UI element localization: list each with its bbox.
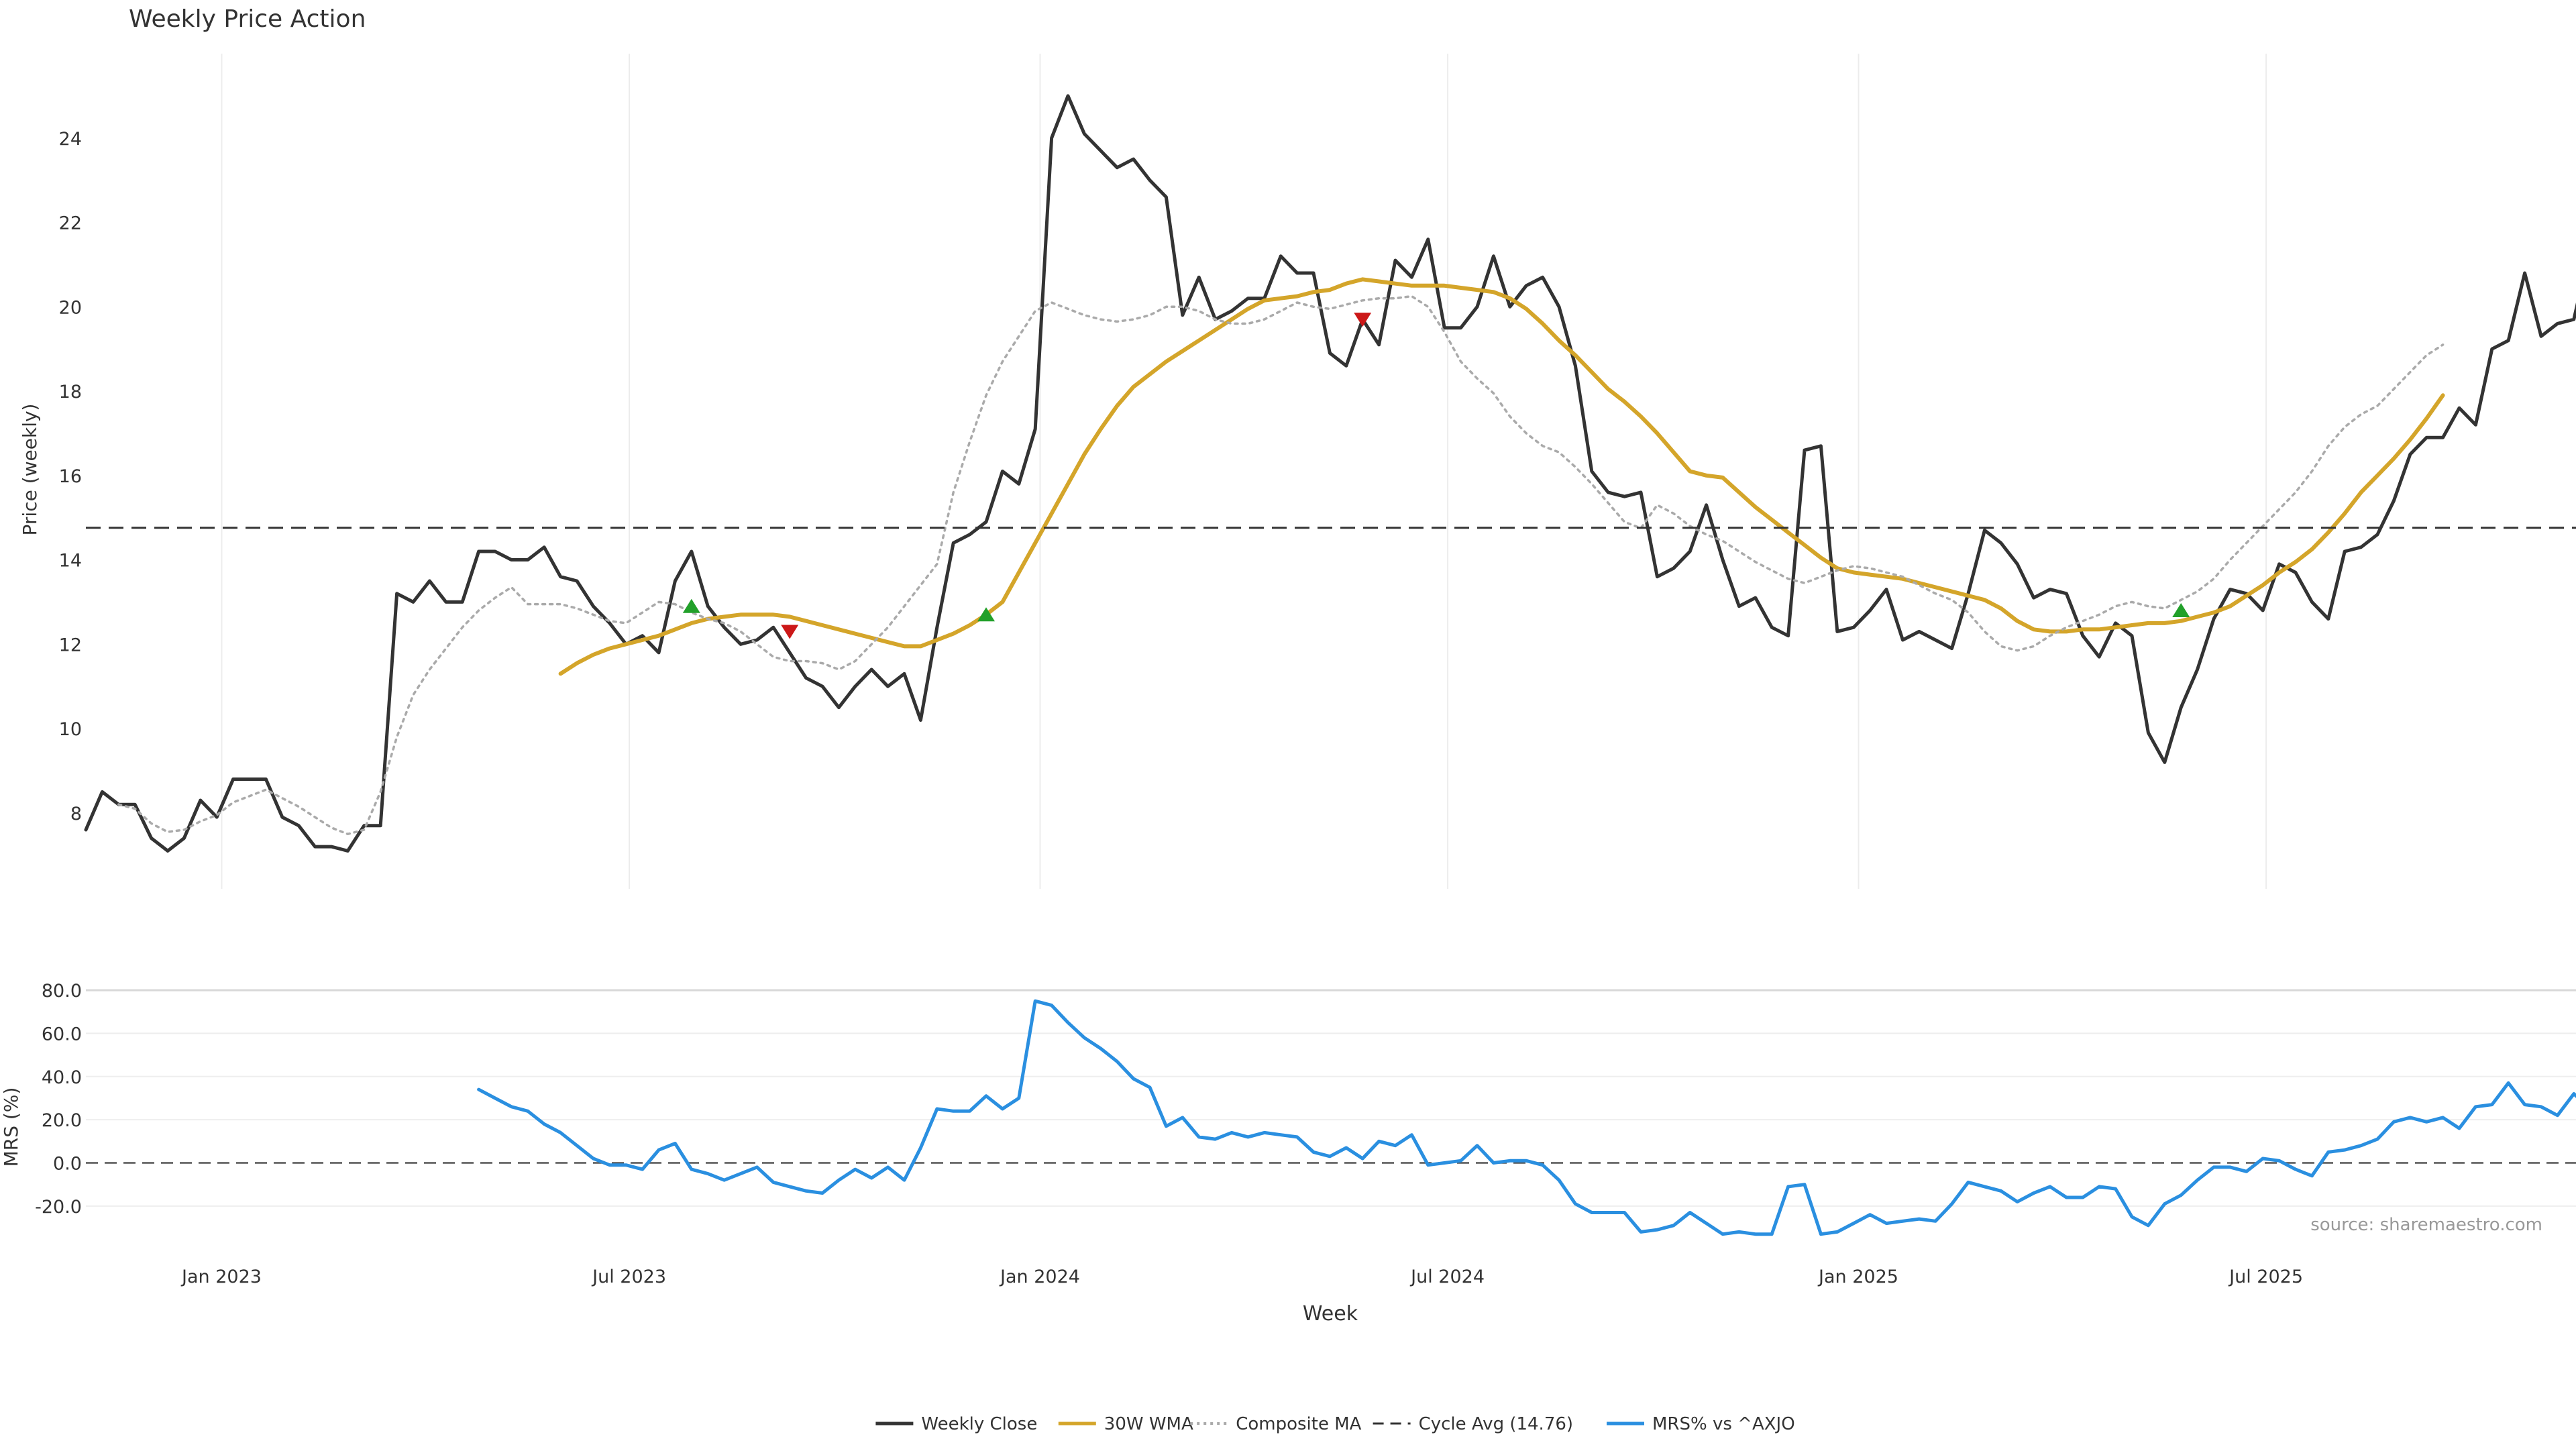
- legend-item-2: Composite MA: [1190, 1414, 1362, 1434]
- mrs-ytick-3: 20.0: [42, 1110, 82, 1131]
- legend-item-3: Cycle Avg (14.76): [1373, 1414, 1573, 1434]
- mrs-ytick-1: 60.0: [42, 1024, 82, 1044]
- buy-signal-2: [2172, 603, 2190, 617]
- legend-label: Cycle Avg (14.76): [1419, 1414, 1573, 1434]
- price-series: [84, 94, 2576, 853]
- xtick-5: Jul 2025: [2228, 1267, 2303, 1287]
- mrs-ytick-5: -20.0: [35, 1197, 82, 1218]
- legend-label: 30W WMA: [1104, 1414, 1193, 1434]
- price-y-axis-label: Price (weekly): [19, 404, 41, 536]
- price-ytick-12: 12: [59, 635, 82, 655]
- xtick-3: Jul 2024: [1409, 1267, 1485, 1287]
- price-ytick-14: 14: [59, 551, 82, 572]
- legend-item-1: 30W WMA: [1058, 1414, 1193, 1434]
- xtick-4: Jan 2025: [1817, 1267, 1898, 1287]
- mrs-ytick-2: 40.0: [42, 1067, 82, 1088]
- mrs-y-axis-label: MRS (%): [0, 1087, 22, 1167]
- source-note: source: sharemaestro.com: [2310, 1215, 2542, 1235]
- legend-label: Weekly Close: [921, 1414, 1037, 1434]
- legend-label: Composite MA: [1236, 1414, 1361, 1434]
- buy-signal-0: [682, 598, 700, 613]
- xtick-1: Jul 2023: [591, 1267, 666, 1287]
- price-ytick-24: 24: [59, 129, 82, 150]
- legend-item-4: MRS% vs ^AXJO: [1607, 1414, 1795, 1434]
- legend-label: MRS% vs ^AXJO: [1652, 1414, 1795, 1434]
- series-composite-ma: [117, 294, 2445, 836]
- mrs-series: [477, 999, 2576, 1236]
- mrs-y-axis: 80.0 60.0 40.0 20.0 0.0 -20.0: [35, 981, 82, 1218]
- price-ytick-20: 20: [59, 297, 82, 318]
- price-ytick-16: 16: [59, 466, 82, 487]
- series-mrs: [477, 999, 2576, 1236]
- series-30w-wma: [558, 277, 2445, 676]
- signal-markers: [682, 313, 2190, 639]
- legend: Weekly Close 30W WMA Composite MA Cycle Avg…: [875, 1414, 1795, 1434]
- series-weekly-close: [84, 94, 2576, 853]
- price-ytick-10: 10: [59, 719, 82, 740]
- xtick-0: Jan 2023: [180, 1267, 262, 1287]
- price-gridlines: [221, 54, 2267, 889]
- mrs-gridlines: [86, 989, 2576, 1207]
- mrs-ytick-0: 80.0: [42, 981, 82, 1002]
- sell-signal-1: [1354, 313, 1372, 327]
- buy-signal-1: [977, 607, 995, 622]
- price-ytick-18: 18: [59, 382, 82, 402]
- mrs-ytick-4: 0.0: [53, 1153, 82, 1174]
- sell-signal-0: [781, 625, 799, 639]
- chart-title: Weekly Price Action: [129, 5, 366, 33]
- xtick-2: Jan 2024: [999, 1267, 1080, 1287]
- price-ytick-8: 8: [70, 804, 82, 824]
- x-axis: Jan 2023 Jul 2023 Jan 2024 Jul 2024 Jan 2025…: [180, 1267, 2303, 1287]
- price-ytick-22: 22: [59, 213, 82, 234]
- x-axis-label: Week: [1303, 1302, 1358, 1326]
- price-y-axis: 8 10 12 14 16 18 20 22 24: [59, 129, 82, 824]
- legend-item-0: Weekly Close: [875, 1414, 1037, 1434]
